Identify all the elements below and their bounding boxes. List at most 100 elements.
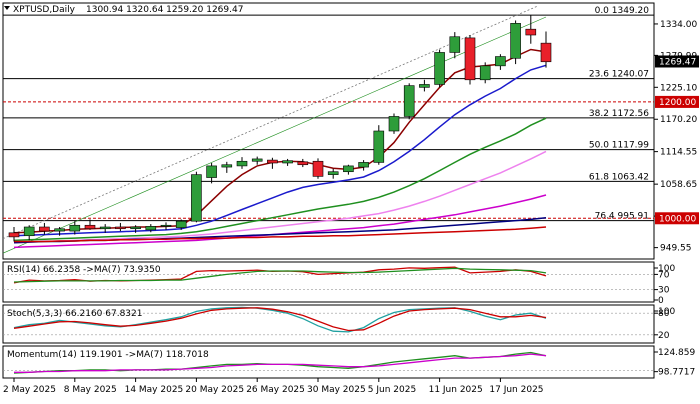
key-level-badge [655,212,699,225]
bull-candle [419,84,430,88]
moving-average-line [13,150,547,244]
y-tick-label: 70 [658,270,670,280]
stoch-title: Stoch(5,3,3) 66.2160 67.8321 [7,309,142,319]
momentum-pane: 124.859 98.7717 Momentum(14) 119.1901 ->M… [2,345,695,379]
key-level-badge [655,95,699,108]
bull-candle [54,228,65,232]
bear-candle [84,224,96,230]
bull-candle [130,226,141,230]
x-tick-label: 17 Jun 2025 [489,385,543,395]
stoch-lines [3,306,654,336]
y-tick-label: 1334.00 [660,20,697,30]
x-tick-label: 11 Jun 2025 [429,385,483,395]
bull-candle [251,158,263,162]
y-tick-label: 20 [658,331,670,341]
bull-candle [495,56,506,67]
bull-candle [23,226,35,237]
bear-candle [464,37,476,81]
fib-level-label: 50.0 1117.99 [589,141,649,151]
bull-candle [145,226,157,231]
bull-candle [221,164,233,168]
stoch-frame [2,304,655,344]
date-axis: 2 May 2025 8 May 2025 14 May 2025 20 May 20… [3,378,544,395]
bull-candle [175,220,187,228]
y-tick-label: 1170.20 [660,115,697,125]
bull-candle [434,52,445,85]
bull-candle [388,116,400,132]
bull-candle [99,226,111,230]
indicator-line [13,267,547,283]
y-tick-label: 100 [658,307,675,317]
bear-candle [8,232,20,238]
y-tick-label: 949.55 [660,244,692,254]
bull-candle [191,174,202,222]
bear-candle [115,226,126,230]
y-tick-label: 124.859 [658,348,695,358]
price-y-axis: 1334.001279.991225.101170.201114.551058.… [654,20,699,254]
bear-candle [312,160,324,177]
trendline-upper [2,5,539,240]
x-tick-label: 2 May 2025 [3,385,56,395]
fib-level-label: 76.4 995.91 [595,212,649,222]
bull-candle [282,160,293,164]
bull-candle [236,160,248,167]
y-tick-label: 80 [658,309,670,319]
moving-average-line [13,117,547,242]
x-tick-label: 8 May 2025 [64,385,117,395]
price-title: XPTUSD,Daily [13,5,76,15]
bear-candle [540,42,552,63]
key-level-badge-label: 1200.00 [659,98,696,108]
bull-candle [373,130,385,163]
bull-candle [343,165,354,173]
bull-candle [449,36,461,53]
y-tick-label: 1058.65 [660,180,697,190]
fib-level-label: 61.8 1063.42 [589,172,649,182]
x-tick-label: 5 Jun 2025 [368,385,416,395]
last-price-badge [655,55,699,68]
y-tick-label: 30 [658,286,670,296]
bear-candle [267,159,278,164]
momentum-frame [2,345,655,379]
fib-level-label: 23.6 1240.07 [589,70,649,80]
price-ohlc: 1300.94 1320.64 1259.20 1269.47 [86,5,243,15]
bull-candle [403,85,415,117]
bear-candle [297,161,309,166]
rsi-title: RSI(14) 66.2358 ->MA(7) 73.9350 [7,265,161,275]
indicator-line [14,353,547,373]
bull-candle [510,23,521,59]
bull-candle [479,65,491,81]
momentum-title: Momentum(14) 119.1901 ->MA(7) 118.7018 [7,350,209,360]
y-tick-label: 98.7717 [658,368,695,378]
trendline-lower [2,16,547,254]
indicator-line [13,307,547,332]
fib-level-label: 38.2 1172.56 [589,109,649,119]
bull-candle [206,165,217,178]
y-tick-label: 1114.55 [660,148,697,158]
bull-candle [160,224,172,227]
momentum-lines [3,351,654,374]
momentum-y-axis: 124.859 98.7717 [654,348,695,378]
moving-average-line [14,226,547,243]
x-tick-label: 20 May 2025 [185,385,244,395]
y-tick-label: 1225.10 [660,83,697,93]
rsi-lines [3,266,654,290]
key-level-badge-label: 1000.00 [659,214,696,224]
down-arrow-icon [4,6,10,10]
bull-candle [69,224,81,232]
x-tick-label: 14 May 2025 [125,385,184,395]
bear-candle [39,226,50,232]
last-price-label: 1269.47 [659,57,696,67]
bear-candle [525,28,537,36]
rsi-frame [2,261,655,303]
fib-level-label: 0.0 1349.20 [595,6,650,16]
bull-candle [327,171,339,175]
y-tick-label: 0 [658,296,664,306]
x-tick-label: 26 May 2025 [246,385,305,395]
x-tick-label: 30 May 2025 [307,385,366,395]
moving-average-line [13,64,547,237]
